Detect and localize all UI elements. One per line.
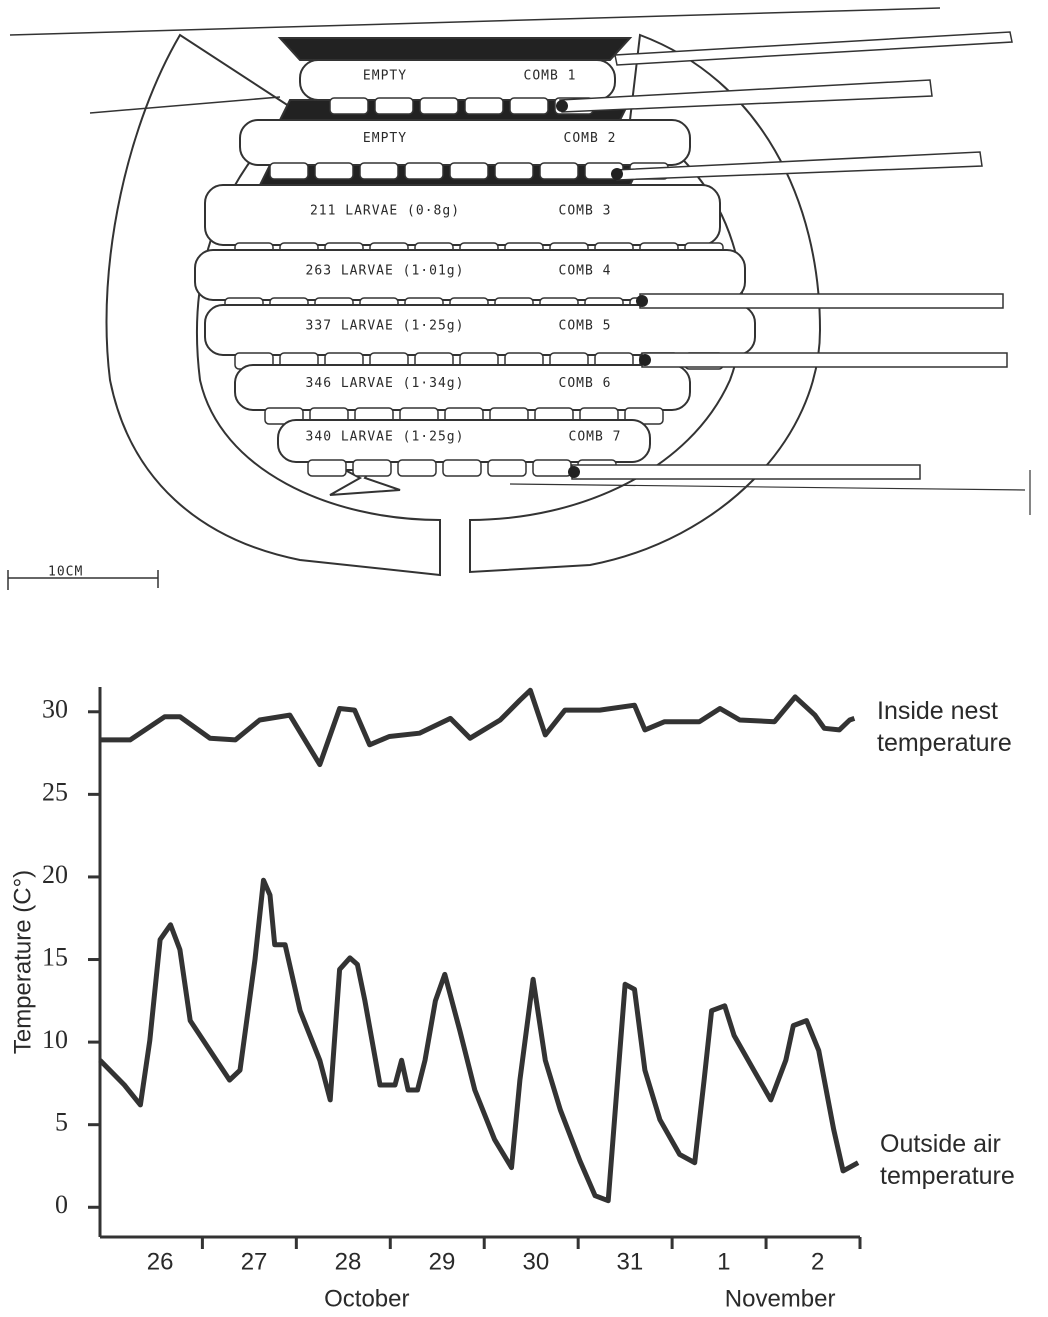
comb-cell (374, 97, 414, 115)
comb-label: COMB 7 (569, 430, 622, 445)
comb-content: 346 LARVAE (1·34g) (306, 376, 465, 391)
y-tick-label: 25 (42, 777, 68, 806)
comb-cell (532, 459, 572, 477)
comb-content: 263 LARVAE (1·01g) (306, 264, 465, 279)
probes (556, 31, 1013, 480)
comb (204, 304, 756, 356)
y-tick-label: 20 (42, 860, 68, 889)
x-tick-label: 28 (335, 1248, 362, 1275)
y-axis-label: Temperature (C°) (9, 870, 36, 1054)
y-tick-label: 15 (42, 942, 68, 971)
month-label: October (324, 1285, 409, 1312)
x-tick-label: 2 (811, 1248, 824, 1275)
comb-cell (419, 97, 459, 115)
comb-cell (352, 459, 392, 477)
comb-cell (307, 459, 347, 477)
chart: 0 5 10 15 20 25 30 26 27 28 29 30 31 1 2 October Novembe… (9, 687, 862, 1312)
y-tick-label: 10 (42, 1025, 68, 1054)
x-tick-label: 31 (616, 1248, 643, 1275)
comb-cell (314, 162, 354, 180)
comb-label: COMB 2 (564, 131, 617, 146)
comb-label: COMB 4 (559, 264, 612, 279)
comb-cell (509, 97, 549, 115)
comb-content: 340 LARVAE (1·25g) (306, 430, 465, 445)
comb-cell (487, 459, 527, 477)
comb (204, 184, 721, 246)
comb-content: EMPTY (363, 131, 407, 146)
data-line (98, 877, 860, 1204)
month-label: November (725, 1285, 836, 1312)
x-tick-label: 29 (429, 1248, 456, 1275)
comb-cell (494, 162, 534, 180)
x-tick-label: 27 (241, 1248, 268, 1275)
comb-label: COMB 3 (559, 204, 612, 219)
x-tick-label: 26 (147, 1248, 174, 1275)
y-tick-label: 30 (42, 695, 68, 724)
comb-cell (269, 162, 309, 180)
comb-content: 211 LARVAE (0·8g) (310, 204, 460, 219)
combs: EMPTY COMB 1 EMPTY COMB 2 211 LARVAE (0·8g) C… (194, 59, 756, 477)
comb (194, 249, 746, 301)
y-tick-label: 0 (55, 1190, 68, 1219)
data-line (100, 687, 856, 768)
series-label: Inside nest temperature (877, 697, 1012, 757)
comb-content: EMPTY (363, 69, 407, 84)
comb-label: COMB 5 (559, 319, 612, 334)
comb-cell (464, 97, 504, 115)
x-tick-label: 1 (717, 1248, 730, 1275)
comb-content: 337 LARVAE (1·25g) (306, 319, 465, 334)
y-tick-label: 5 (55, 1108, 68, 1137)
series-label: Outside air temperature (880, 1130, 1015, 1190)
comb-cell (449, 162, 489, 180)
comb-cell (539, 162, 579, 180)
comb-cell (404, 162, 444, 180)
comb (239, 119, 691, 166)
comb-cell (359, 162, 399, 180)
scale-label: 10CM (48, 565, 83, 580)
comb-label: COMB 1 (524, 69, 577, 84)
comb-cell (329, 97, 369, 115)
comb-cell (397, 459, 437, 477)
x-tick-label: 30 (523, 1248, 550, 1275)
comb-cell (442, 459, 482, 477)
comb-label: COMB 6 (559, 376, 612, 391)
